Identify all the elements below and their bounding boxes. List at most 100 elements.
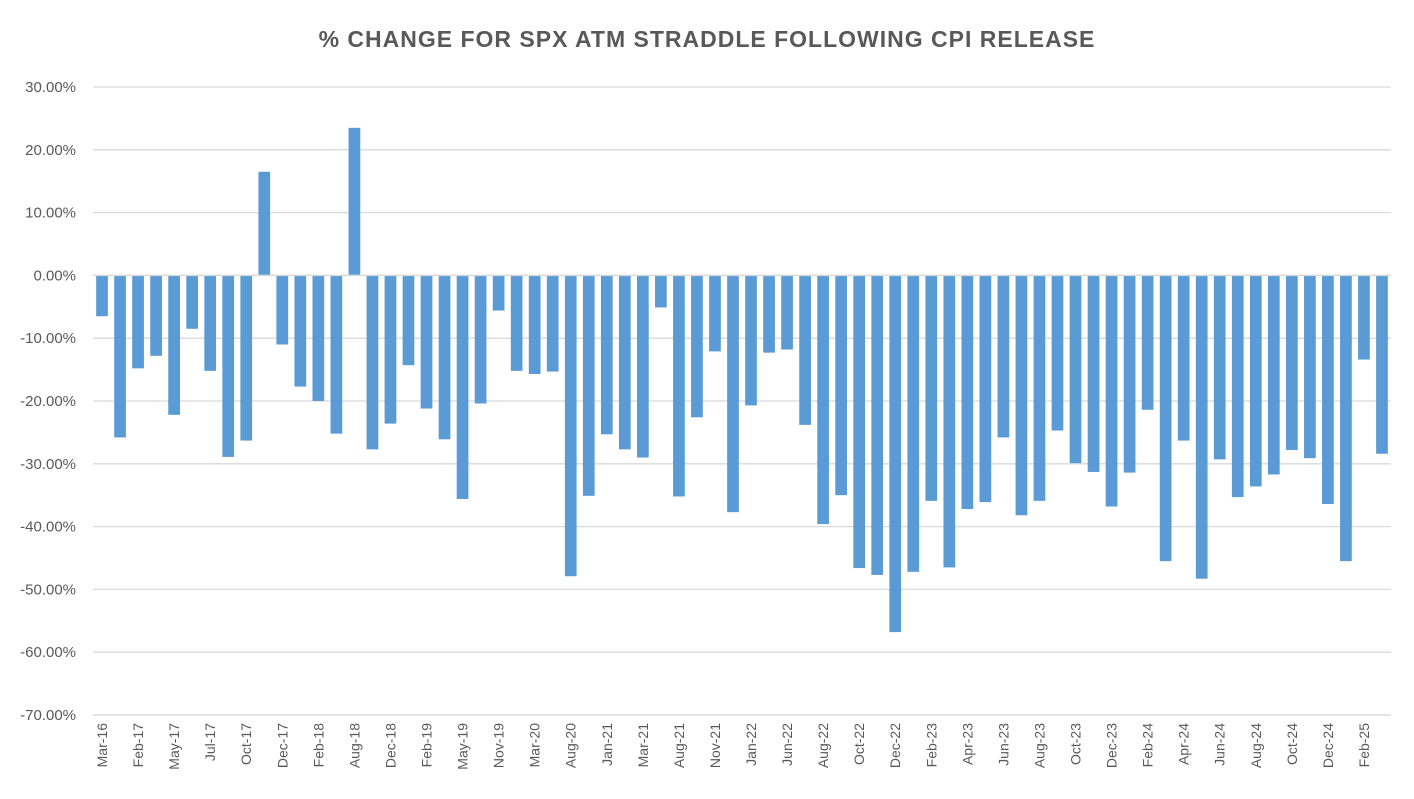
bar: [546, 275, 559, 372]
bar: [1177, 275, 1190, 441]
x-tick-label: Dec-23: [1104, 723, 1120, 768]
bar: [1159, 275, 1172, 562]
bar: [1285, 275, 1298, 450]
bar: [150, 275, 162, 356]
bar: [1195, 275, 1208, 579]
x-axis-tick-labels: Mar-16 Feb-17 May-17 Jul-17 Oct-17 Dec-17 Feb-…: [94, 723, 1372, 770]
bar: [1213, 275, 1226, 460]
x-tick-label: Dec-17: [274, 723, 290, 768]
x-tick-label: Feb-25: [1356, 723, 1372, 768]
y-tick-label: -60.00%: [20, 644, 76, 661]
bar: [240, 275, 253, 441]
bar: [835, 275, 848, 496]
x-tick-label: Oct-23: [1068, 723, 1084, 765]
bar: [366, 275, 379, 450]
bar: [456, 275, 469, 499]
bar: [871, 275, 884, 575]
bar: [1141, 275, 1154, 410]
x-tick-label: Aug-23: [1031, 723, 1047, 768]
x-tick-label: Oct-17: [238, 723, 254, 765]
x-tick-label: Mar-21: [635, 723, 651, 768]
bar: [330, 275, 343, 434]
bar: [564, 275, 577, 577]
x-tick-label: Feb-19: [419, 723, 435, 768]
bar: [1105, 275, 1118, 507]
bar: [1033, 275, 1046, 501]
bar: [979, 275, 992, 503]
bar: [1267, 275, 1280, 475]
x-tick-label: Aug-22: [815, 723, 831, 768]
x-tick-label: Jun-23: [995, 723, 1011, 766]
x-tick-label: Jul-17: [202, 723, 218, 761]
x-tick-label: Oct-24: [1284, 723, 1300, 765]
x-tick-label: Nov-21: [707, 723, 723, 768]
x-tick-label: May-17: [166, 723, 182, 770]
bar: [492, 275, 505, 311]
bar: [925, 275, 938, 501]
y-axis-tick-labels: 30.00% 20.00% 10.00% 0.00% -10.00% -20.00% -30…: [20, 79, 76, 724]
x-tick-label: Jun-22: [779, 723, 795, 766]
bar: [781, 275, 793, 350]
bar: [186, 275, 199, 329]
bar: [402, 275, 415, 366]
bar: [258, 171, 271, 276]
bar: [1087, 275, 1100, 472]
bar: [889, 275, 902, 633]
bar: [997, 275, 1010, 438]
x-tick-label: Jan-21: [599, 723, 615, 766]
x-tick-label: Aug-21: [671, 723, 687, 768]
bar: [691, 275, 703, 418]
x-tick-label: Feb-18: [310, 723, 326, 768]
bar: [294, 275, 307, 387]
bar: [114, 275, 126, 438]
bar: [438, 275, 451, 440]
x-tick-label: Aug-20: [563, 723, 579, 768]
bar: [132, 275, 144, 369]
x-tick-label: Jan-22: [743, 723, 759, 766]
x-tick-label: Nov-19: [491, 723, 507, 768]
bar: [763, 275, 775, 353]
bar: [709, 275, 721, 352]
x-tick-label: Dec-22: [887, 723, 903, 768]
bar: [1358, 275, 1370, 360]
bar: [618, 275, 631, 450]
y-tick-label: -10.00%: [20, 330, 76, 347]
x-tick-label: Jun-24: [1212, 723, 1228, 766]
bar: [348, 127, 361, 276]
bar: [1123, 275, 1136, 473]
x-tick-label: Apr-24: [1176, 723, 1192, 765]
y-tick-label: 10.00%: [25, 205, 76, 222]
x-tick-label: Mar-20: [527, 723, 543, 768]
bars: [96, 127, 1388, 633]
y-tick-label: 30.00%: [25, 79, 76, 96]
x-tick-label: Feb-24: [1140, 723, 1156, 768]
bar: [384, 275, 397, 424]
bar: [943, 275, 956, 568]
y-tick-label: -40.00%: [20, 519, 76, 536]
x-tick-label: Dec-24: [1320, 723, 1336, 768]
axes: [93, 274, 1391, 716]
bar: [420, 275, 433, 409]
y-tick-label: -30.00%: [20, 456, 76, 473]
x-tick-label: Feb-23: [923, 723, 939, 768]
bar: [528, 275, 541, 374]
y-tick-label: -70.00%: [20, 707, 76, 724]
bar: [1231, 275, 1244, 498]
bar: [1051, 275, 1064, 431]
bar: [510, 275, 523, 371]
x-tick-label: Mar-16: [94, 723, 110, 768]
bar: [727, 275, 739, 513]
bar: [1304, 275, 1316, 459]
bar: [222, 275, 235, 457]
bar: [582, 275, 595, 496]
x-tick-label: Oct-22: [851, 723, 867, 765]
bar: [474, 275, 487, 404]
bar: [1015, 275, 1028, 516]
bar: [745, 275, 757, 406]
bar: [961, 275, 974, 510]
y-tick-label: 20.00%: [25, 142, 76, 159]
chart-title: % CHANGE FOR SPX ATM STRADDLE FOLLOWING …: [318, 26, 1096, 52]
bar: [1249, 275, 1262, 487]
bar: [204, 275, 217, 371]
